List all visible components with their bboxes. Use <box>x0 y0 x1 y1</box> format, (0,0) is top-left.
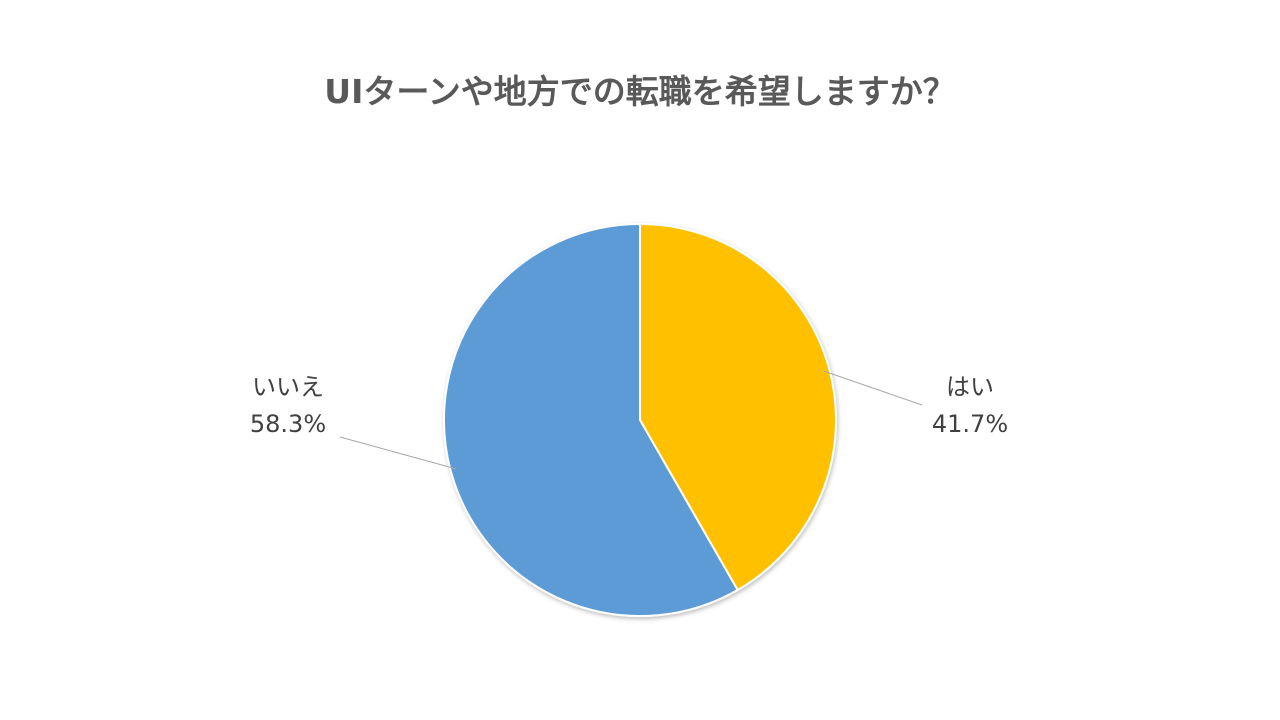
chart-title: UIターンや地方での転職を希望しますか？ <box>324 72 955 111</box>
slice-label-yes: はい <box>946 373 994 401</box>
pie-group <box>443 222 837 617</box>
slice-value-label-yes: 41.7% <box>932 410 1008 438</box>
slice-value-label-no: 58.3% <box>250 410 326 438</box>
pie-slice-yes <box>639 222 837 592</box>
pie-slice-no <box>443 222 740 617</box>
leader-line-no <box>339 436 457 470</box>
leader-line-yes <box>823 370 923 406</box>
slice-label-no: いいえ <box>252 373 324 401</box>
label-group: はい 41.7% いいえ 58.3% <box>250 370 1008 470</box>
